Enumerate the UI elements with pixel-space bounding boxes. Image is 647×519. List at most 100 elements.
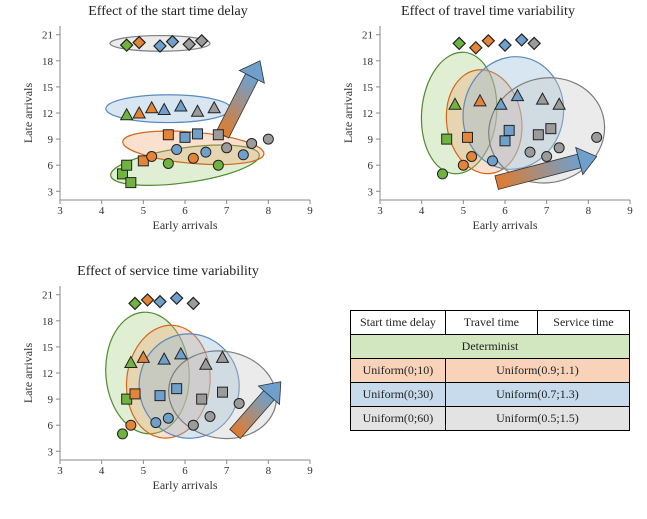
point-circle-blue: [238, 150, 248, 160]
point-square-orange: [163, 130, 173, 140]
svg-text:4: 4: [99, 465, 105, 477]
point-circle-green: [163, 158, 173, 168]
svg-text:9: 9: [627, 205, 633, 217]
y-axis-label: Late arrivals: [341, 83, 355, 144]
scatter-plot: 345678936912151821Early arrivalsLate arr…: [338, 20, 638, 232]
x-axis-label: Early arrivals: [153, 218, 218, 232]
point-circle-orange: [188, 153, 198, 163]
svg-text:4: 4: [99, 205, 105, 217]
svg-text:9: 9: [48, 134, 54, 146]
svg-text:9: 9: [48, 394, 54, 406]
svg-text:3: 3: [368, 186, 374, 198]
point-square-orange: [130, 389, 140, 399]
svg-text:6: 6: [182, 205, 188, 217]
point-square-blue: [172, 384, 182, 394]
legend-header: Start time delay: [351, 311, 446, 335]
svg-text:8: 8: [266, 205, 272, 217]
y-axis-label: Late arrivals: [21, 343, 35, 404]
svg-text:15: 15: [42, 82, 54, 94]
x-axis-label: Early arrivals: [473, 218, 538, 232]
point-diamond-green: [453, 37, 465, 49]
svg-text:18: 18: [42, 56, 54, 68]
point-circle-grey: [592, 132, 602, 142]
svg-text:6: 6: [48, 160, 54, 172]
point-circle-grey: [542, 152, 552, 162]
svg-text:8: 8: [266, 465, 272, 477]
point-square-blue: [155, 391, 165, 401]
point-square-grey: [218, 387, 228, 397]
point-circle-blue: [163, 413, 173, 423]
legend-cell: Uniform(0.9;1.1): [445, 359, 629, 383]
panel-start_delay: Effect of the start time delay3456789369…: [18, 4, 318, 234]
svg-text:4: 4: [419, 205, 425, 217]
point-circle-green: [438, 169, 448, 179]
svg-text:3: 3: [48, 446, 54, 458]
legend-cell: Uniform(0.7;1.3): [445, 383, 629, 407]
point-diamond-green: [129, 297, 141, 309]
panel-service_var: Effect of service time variability345678…: [18, 264, 318, 494]
point-square-orange: [463, 132, 473, 142]
svg-text:12: 12: [42, 368, 53, 380]
svg-text:6: 6: [48, 420, 54, 432]
svg-text:6: 6: [502, 205, 508, 217]
panel-title: Effect of travel time variability: [338, 4, 638, 20]
legend-header: Travel time: [445, 311, 537, 335]
point-diamond-grey: [187, 297, 199, 309]
point-circle-orange: [467, 152, 477, 162]
svg-text:21: 21: [362, 30, 373, 42]
point-circle-blue: [151, 418, 161, 428]
point-square-grey: [213, 130, 223, 140]
point-circle-grey: [222, 143, 232, 153]
point-circle-grey: [234, 398, 244, 408]
point-square-blue: [180, 132, 190, 142]
trend-arrow: [210, 54, 272, 141]
point-circle-grey: [525, 147, 535, 157]
svg-text:3: 3: [57, 465, 63, 477]
svg-text:9: 9: [307, 205, 313, 217]
point-circle-blue: [172, 145, 182, 155]
svg-text:18: 18: [42, 316, 54, 328]
svg-text:5: 5: [141, 205, 147, 217]
legend-cell: Determinist: [351, 335, 630, 359]
scatter-plot: 345678936912151821Early arrivalsLate arr…: [18, 280, 318, 492]
legend-table: Start time delayTravel timeService timeD…: [350, 310, 630, 431]
svg-text:5: 5: [461, 205, 467, 217]
point-circle-grey: [247, 138, 257, 148]
svg-text:18: 18: [362, 56, 374, 68]
legend-cell: Uniform(0;30): [351, 383, 446, 407]
svg-text:7: 7: [224, 465, 230, 477]
point-square-green: [442, 134, 452, 144]
point-square-blue: [193, 129, 203, 139]
svg-text:8: 8: [586, 205, 592, 217]
svg-text:6: 6: [182, 465, 188, 477]
svg-text:15: 15: [42, 342, 54, 354]
svg-text:21: 21: [42, 290, 53, 302]
scatter-plot: 345678936912151821Early arrivalsLate arr…: [18, 20, 318, 232]
svg-text:12: 12: [42, 108, 53, 120]
legend-cell: Uniform(0;10): [351, 359, 446, 383]
point-circle-grey: [205, 412, 215, 422]
svg-text:12: 12: [362, 108, 373, 120]
x-axis-label: Early arrivals: [153, 478, 218, 492]
point-square-blue: [504, 125, 514, 135]
svg-text:7: 7: [224, 205, 230, 217]
point-circle-orange: [126, 420, 136, 430]
point-square-grey: [546, 124, 556, 134]
point-circle-grey: [263, 134, 273, 144]
svg-text:9: 9: [368, 134, 374, 146]
legend-row: Uniform(0;10)Uniform(0.9;1.1): [351, 359, 630, 383]
point-square-green: [126, 178, 136, 188]
point-diamond-blue: [499, 39, 511, 51]
point-diamond-orange: [482, 35, 494, 47]
point-diamond-orange: [470, 42, 482, 54]
point-diamond-grey: [528, 37, 540, 49]
svg-text:6: 6: [368, 160, 374, 172]
svg-text:3: 3: [377, 205, 383, 217]
svg-text:5: 5: [141, 465, 147, 477]
point-circle-blue: [201, 147, 211, 157]
point-circle-orange: [458, 160, 468, 170]
point-square-green: [122, 160, 132, 170]
point-circle-green: [118, 429, 128, 439]
point-diamond-blue: [154, 296, 166, 308]
svg-text:15: 15: [362, 82, 374, 94]
